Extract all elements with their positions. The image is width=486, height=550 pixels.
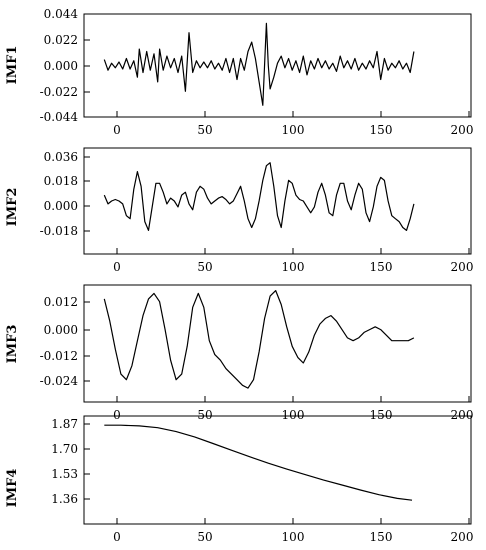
imf3-yticks: 0.012 0.000 -0.012 -0.024 (40, 295, 90, 388)
imf1-panel: IMF1 0.044 0.022 0.000 -0.022 -0.044 0 5… (5, 7, 473, 137)
imf2-xtick-label: 150 (370, 260, 393, 274)
imf4-ytick-label: 1.53 (51, 467, 78, 481)
imf1-series-line (103, 22, 415, 106)
imf3-plot-frame (83, 284, 472, 403)
imf1-xtick-label: 150 (370, 123, 393, 137)
imf2-series-line (103, 162, 415, 231)
imf2-ytick-label: 0.000 (44, 199, 78, 213)
imf3-xtick-label: 200 (451, 408, 474, 422)
imf1-ytick-label: 0.044 (44, 7, 79, 21)
imf3-xtick-label: 50 (197, 408, 212, 422)
imf3-series-line (103, 290, 415, 389)
imf2-xtick-label: 50 (197, 260, 212, 274)
imf4-xtick-label: 100 (282, 530, 305, 544)
imf1-ytick-label: 0.000 (44, 59, 78, 73)
imf4-xticks: 0 50 100 150 200 (113, 518, 473, 544)
imf2-xticks: 0 50 100 150 200 (113, 248, 473, 274)
imf3-ytick-label: -0.024 (40, 374, 79, 388)
imf4-ytick-label: 1.36 (51, 492, 78, 506)
imf2-xtick-label: 200 (451, 260, 474, 274)
imf1-xticks: 0 50 100 150 200 (113, 111, 473, 137)
imf3-panel: IMF3 0.012 0.000 -0.012 -0.024 0 50 100 … (5, 284, 473, 422)
imf2-xtick-label: 0 (113, 260, 121, 274)
imf1-ylabel: IMF1 (5, 46, 20, 85)
imf2-panel: IMF2 0.036 0.018 0.000 -0.018 0 50 100 1… (5, 147, 473, 274)
imf2-ylabel: IMF2 (5, 188, 20, 227)
imf4-plot-frame (83, 415, 472, 525)
imf3-ylabel: IMF3 (5, 325, 20, 364)
imf3-ytick-label: 0.012 (44, 295, 78, 309)
imf4-xtick-label: 0 (113, 530, 121, 544)
imf3-ytick-label: -0.012 (40, 349, 78, 363)
imf2-ytick-label: 0.036 (44, 150, 78, 164)
imf2-ytick-label: -0.018 (40, 224, 78, 238)
imf1-xtick-label: 100 (282, 123, 305, 137)
imf4-series-line (104, 424, 413, 501)
imf3-xticks: 0 50 100 150 200 (113, 396, 473, 422)
imf4-ylabel: IMF4 (5, 469, 20, 508)
imf1-ytick-label: -0.044 (40, 110, 79, 124)
imf3-ytick-label: 0.000 (44, 323, 78, 337)
imf4-xtick-label: 150 (370, 530, 393, 544)
imf1-ytick-label: 0.022 (44, 33, 78, 47)
imf2-yticks: 0.036 0.018 0.000 -0.018 (40, 150, 90, 238)
imf1-xtick-label: 0 (113, 123, 121, 137)
imf2-ytick-label: 0.018 (44, 174, 78, 188)
imf4-panel: IMF4 1.87 1.70 1.53 1.36 0 50 100 150 20… (5, 415, 473, 544)
imf4-xtick-label: 50 (197, 530, 212, 544)
imf1-yticks: 0.044 0.022 0.000 -0.022 -0.044 (40, 7, 90, 124)
imf4-yticks: 1.87 1.70 1.53 1.36 (51, 417, 90, 506)
imf2-xtick-label: 100 (282, 260, 305, 274)
imf4-xtick-label: 200 (451, 530, 474, 544)
imf3-xtick-label: 100 (282, 408, 305, 422)
imf1-ytick-label: -0.022 (40, 85, 78, 99)
imf3-xtick-label: 0 (113, 408, 121, 422)
imf1-xtick-label: 200 (451, 123, 474, 137)
imf4-ytick-label: 1.87 (51, 417, 78, 431)
imf1-xtick-label: 50 (197, 123, 212, 137)
imf3-xtick-label: 150 (370, 408, 393, 422)
imf4-ytick-label: 1.70 (51, 442, 78, 456)
imf2-plot-frame (83, 147, 472, 255)
